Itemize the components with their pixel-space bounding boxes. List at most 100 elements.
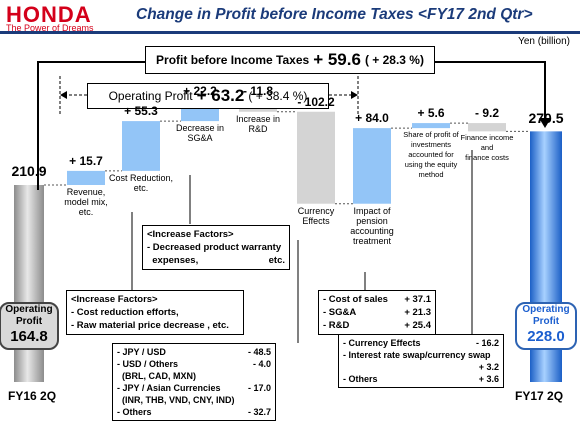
note-cost-title: <Increase Factors> bbox=[71, 294, 158, 305]
note-finance-line-text: - Others bbox=[343, 374, 378, 384]
period-label-end: FY17 2Q bbox=[515, 389, 564, 403]
category-label-step-1: Cost Reduction, etc. bbox=[108, 172, 174, 193]
value-label-start: 210.9 bbox=[11, 163, 47, 179]
operating-profit-change-pct: ( + 38.4 %) bbox=[248, 89, 308, 103]
note-cost-line-text: - Raw material price decrease , etc. bbox=[71, 320, 229, 331]
note-currency-line-row: (INR, THB, VND, CNY, IND) bbox=[117, 394, 271, 406]
bar-step-0 bbox=[67, 170, 105, 185]
bar-step-6 bbox=[412, 123, 450, 129]
note-currency-line-value: - 4.0 bbox=[252, 359, 271, 369]
note-finance-lines: - Currency Effects - 16.2 - Interest rate … bbox=[343, 337, 499, 385]
note-pension-line-row: - R&D + 25.4 bbox=[323, 319, 431, 332]
note-sga-line-text: expenses, bbox=[147, 255, 199, 266]
profit-arrow-right bbox=[435, 61, 546, 120]
note-pension: - Cost of sales + 37.1 - SG&A + 21.3 - R&D + … bbox=[318, 290, 436, 335]
honda-logo: HONDA bbox=[6, 2, 92, 27]
value-label-step-0: + 15.7 bbox=[69, 153, 103, 168]
note-finance-line-value: + 3.2 bbox=[478, 362, 499, 372]
operating-profit-value-end: 228.0 bbox=[527, 328, 565, 345]
note-currency-line-text: - Others bbox=[117, 407, 152, 417]
note-cost-line-text: - Cost reduction efforts, bbox=[71, 307, 179, 318]
note-finance-line-text: - Currency Effects bbox=[343, 338, 421, 348]
value-label-step-2: + 22.2 bbox=[183, 84, 217, 99]
note-sga-title: <Increase Factors> bbox=[147, 229, 234, 240]
note-finance: - Currency Effects - 16.2 - Interest rate … bbox=[338, 334, 504, 388]
period-label-start: FY16 2Q bbox=[8, 389, 57, 403]
profit-arrow-left bbox=[37, 61, 145, 190]
value-label-step-7: - 9.2 bbox=[474, 106, 499, 121]
note-finance-line-value: + 3.6 bbox=[478, 374, 499, 384]
operating-profit-change-value: + 63.2 bbox=[196, 86, 245, 105]
category-label-step-7: Finance income and finance costs bbox=[460, 133, 514, 163]
operating-arrow-left-head bbox=[60, 91, 67, 99]
note-finance-line-text: - Interest rate swap/currency swap bbox=[343, 350, 491, 360]
note-currency-line-row: - Others - 32.7 bbox=[117, 406, 271, 418]
bar-start-fy16 bbox=[14, 185, 44, 382]
bar-step-4 bbox=[297, 111, 335, 204]
note-cost: <Increase Factors> - Cost reduction effo… bbox=[66, 290, 244, 335]
note-sga-line-value: etc. bbox=[268, 255, 285, 266]
unit-label: Yen (billion) bbox=[518, 36, 570, 47]
note-pension-line-row: - SG&A + 21.3 bbox=[323, 306, 431, 319]
operating-profit-pill-start: Operating Profit 164.8 bbox=[0, 302, 59, 350]
note-currency-line-row: - JPY / USD - 48.5 bbox=[117, 346, 271, 358]
profit-before-tax-label: Profit before Income Taxes bbox=[156, 53, 310, 67]
note-currency: - JPY / USD - 48.5 - USD / Others - 4.0 (BR… bbox=[112, 343, 276, 421]
operating-profit-value-start: 164.8 bbox=[10, 328, 48, 345]
note-finance-line-value: - 16.2 bbox=[475, 338, 499, 348]
note-finance-line-row: - Interest rate swap/currency swap bbox=[343, 349, 499, 361]
profit-before-tax-box: Profit before Income Taxes + 59.6 ( + 28… bbox=[145, 46, 435, 74]
note-currency-line-row: (BRL, CAD, MXN) bbox=[117, 370, 271, 382]
operating-arrow-right-head bbox=[351, 91, 358, 99]
operating-profit-change-box: Operating Profit + 63.2 ( + 38.4 %) bbox=[87, 83, 329, 109]
note-cost-lines: - Cost reduction efforts, - Raw material … bbox=[71, 306, 239, 332]
profit-before-tax-pct: ( + 28.3 %) bbox=[364, 53, 424, 67]
bar-step-1 bbox=[122, 121, 160, 171]
note-sga-line-row: - Decreased product warranty bbox=[147, 241, 285, 254]
category-label-step-4: Currency Effects bbox=[297, 205, 335, 226]
note-currency-line-row: - JPY / Asian Currencies - 17.0 bbox=[117, 382, 271, 394]
note-sga: <Increase Factors> - Decreased product w… bbox=[142, 225, 290, 270]
note-currency-line-text: - JPY / Asian Currencies bbox=[117, 383, 221, 393]
operating-profit-label-start: Operating Profit bbox=[5, 304, 53, 327]
value-label-step-1: + 55.3 bbox=[124, 104, 158, 119]
note-pension-lines: - Cost of sales + 37.1 - SG&A + 21.3 - R&D + … bbox=[323, 293, 431, 332]
note-finance-line-row: + 3.2 bbox=[343, 361, 499, 373]
operating-profit-pill-end: Operating Profit 228.0 bbox=[515, 302, 577, 350]
profit-before-tax-value: + 59.6 bbox=[313, 50, 361, 69]
note-currency-lines: - JPY / USD - 48.5 - USD / Others - 4.0 (BR… bbox=[117, 346, 271, 418]
category-label-step-6: Share of profit of investments accounted… bbox=[403, 130, 459, 180]
category-label-step-5: Impact of pension accounting treatment bbox=[350, 205, 394, 246]
note-pension-line-row: - Cost of sales + 37.1 bbox=[323, 293, 431, 306]
bar-step-5 bbox=[353, 128, 391, 204]
value-label-step-5: + 84.0 bbox=[355, 111, 389, 126]
note-finance-line-row: - Currency Effects - 16.2 bbox=[343, 337, 499, 349]
value-label-end: 270.5 bbox=[528, 110, 564, 127]
value-label-step-3: - 11.8 bbox=[242, 84, 274, 99]
note-cost-line-row: - Cost reduction efforts, bbox=[71, 306, 239, 319]
note-sga-lines: - Decreased product warranty expenses, et… bbox=[147, 241, 285, 267]
note-pension-line-text: - R&D bbox=[323, 320, 350, 331]
note-sga-line-text: - Decreased product warranty bbox=[147, 242, 282, 253]
note-currency-line-text: (INR, THB, VND, CNY, IND) bbox=[117, 395, 235, 405]
note-sga-line-row: expenses, etc. bbox=[147, 254, 285, 267]
category-label-step-3: Increase in R&D bbox=[235, 113, 281, 134]
note-currency-line-text: (BRL, CAD, MXN) bbox=[117, 371, 196, 381]
operating-profit-change-label: Operating Profit bbox=[108, 89, 193, 103]
note-pension-line-value: + 21.3 bbox=[404, 307, 431, 318]
note-currency-line-value: - 32.7 bbox=[247, 407, 271, 417]
note-pointers bbox=[131, 150, 473, 343]
note-currency-line-row: - USD / Others - 4.0 bbox=[117, 358, 271, 370]
note-pension-line-text: - SG&A bbox=[323, 307, 357, 318]
note-currency-line-value: - 48.5 bbox=[247, 347, 271, 357]
note-currency-line-text: - USD / Others bbox=[117, 359, 179, 369]
category-label-step-2: Decrease in SG&A bbox=[175, 123, 225, 144]
bar-step-7 bbox=[468, 123, 506, 132]
tagline: The Power of Dreams bbox=[6, 23, 94, 33]
note-pension-line-value: + 37.1 bbox=[404, 294, 431, 305]
operating-profit-label-end: Operating Profit bbox=[522, 304, 570, 327]
note-cost-line-row: - Raw material price decrease , etc. bbox=[71, 319, 239, 332]
note-pension-line-text: - Cost of sales bbox=[323, 294, 388, 305]
note-finance-line-row: - Others + 3.6 bbox=[343, 373, 499, 385]
value-label-step-4: - 102.2 bbox=[297, 94, 335, 109]
